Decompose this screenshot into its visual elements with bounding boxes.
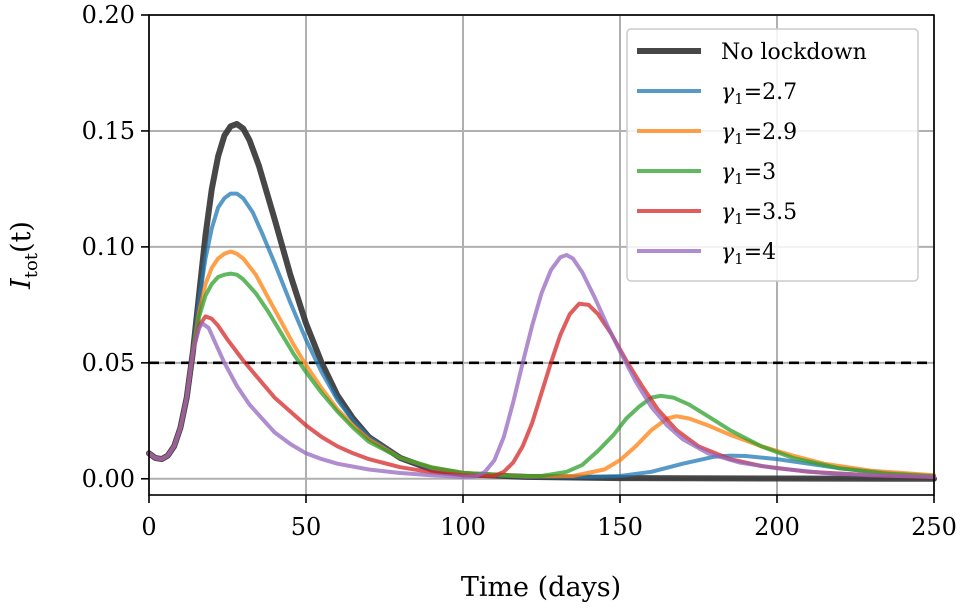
legend-label: No lockdown	[721, 40, 867, 65]
x-tick-label: 100	[440, 513, 486, 541]
x-tick-label: 50	[291, 513, 322, 541]
ticks: 0 50 100 150 200 250 0.00 0.05 0.10 0.15 0.20	[82, 1, 957, 541]
x-tick-label: 250	[911, 513, 957, 541]
x-tick-label: 0	[141, 513, 156, 541]
x-tick-label: 200	[754, 513, 800, 541]
x-tick-label: 150	[597, 513, 643, 541]
y-axis-label: Itot(t)	[6, 221, 42, 290]
series-line-5	[147, 253, 936, 479]
legend-label: γ1=3.5	[721, 200, 797, 228]
series-line-3	[147, 271, 936, 479]
series-line-4	[147, 301, 936, 480]
y-axis-label-arg: (t)	[6, 221, 37, 253]
legend-label: γ1=4	[721, 240, 776, 268]
legend: No lockdown γ1=2.7 γ1=2.9 γ1=3 γ1=3.5 γ1=4	[626, 28, 919, 282]
x-axis-label: Time (days)	[461, 572, 621, 603]
y-tick-label: 0.15	[82, 117, 135, 145]
y-tick-label: 0.05	[82, 349, 135, 377]
y-axis-label-sub: tot	[21, 252, 42, 278]
y-tick-label: 0.10	[82, 233, 135, 261]
series-layer	[146, 121, 937, 482]
legend-label: γ1=3	[721, 160, 776, 188]
y-tick-label: 0.00	[82, 465, 135, 493]
y-axis-label-base: I	[6, 277, 37, 290]
plot-frame	[148, 14, 935, 496]
legend-label: γ1=2.7	[721, 80, 797, 108]
y-tick-label: 0.20	[82, 1, 135, 29]
legend-label: γ1=2.9	[721, 120, 797, 148]
